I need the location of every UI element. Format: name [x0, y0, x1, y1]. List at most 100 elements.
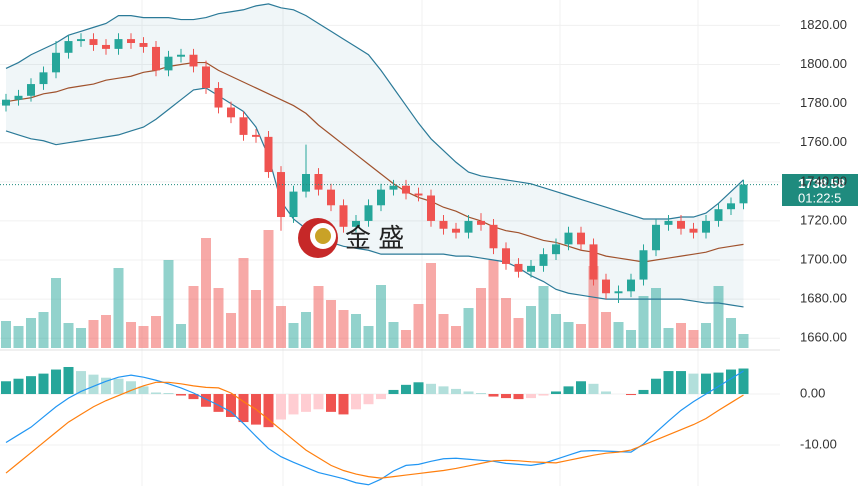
y-tick-label: 1720.00 [800, 212, 847, 227]
band-fill [6, 3, 744, 307]
candle-body [489, 224, 498, 249]
volume-bar [263, 230, 274, 348]
candle-body [689, 228, 698, 233]
histogram-bar [63, 366, 74, 395]
histogram-bar [263, 394, 274, 428]
lower-band [5, 87, 744, 308]
volume-bar [326, 300, 336, 348]
volume-bar [88, 320, 99, 348]
candle-body [389, 185, 398, 190]
histogram-bar [226, 394, 236, 417]
volume-bar [663, 328, 674, 348]
volume-bar [613, 322, 624, 348]
candle-body [177, 54, 185, 57]
histogram-bar [113, 378, 124, 395]
volume-bar [688, 330, 699, 348]
y-tick-label: 1760.00 [800, 134, 847, 149]
histogram-bar [38, 373, 49, 395]
candle-body [477, 220, 485, 225]
candle-body [664, 220, 673, 225]
candle-body [627, 279, 635, 292]
histogram-bar [451, 388, 461, 395]
volume-bar [451, 326, 461, 348]
volume-bar [101, 315, 111, 348]
histogram-bar [651, 378, 661, 395]
histogram-bar [488, 394, 499, 397]
y-tick-label: -10.00 [800, 436, 837, 451]
candle-body [614, 291, 623, 294]
candle-body [189, 54, 198, 67]
volume-bar [563, 322, 574, 348]
volume-bar [76, 328, 86, 348]
histogram-bar [576, 381, 586, 395]
volume-bar [376, 285, 386, 348]
candle-body [727, 203, 735, 210]
candle-body [552, 244, 560, 255]
last-price-box [782, 174, 858, 206]
histogram-bar [138, 386, 149, 395]
candle-body [639, 250, 648, 280]
candle-body [227, 107, 235, 118]
volume-bar [126, 322, 136, 348]
histogram-bar [338, 394, 349, 415]
volume-bar [313, 286, 324, 348]
volume-bar [201, 238, 211, 348]
histogram-bar [288, 394, 299, 415]
volume-bar [463, 308, 474, 348]
histogram-bar [401, 384, 411, 395]
volume-bar [576, 324, 586, 348]
volume-bar [713, 286, 724, 348]
histogram-bar [276, 394, 286, 420]
candle-body [352, 220, 360, 227]
histogram-bar [101, 377, 111, 395]
volume-bar [238, 258, 249, 348]
histogram-bar [638, 389, 649, 395]
candle-body [302, 174, 310, 192]
watermark: 金 盛 [298, 218, 404, 258]
y-tick-label: 1780.00 [800, 95, 847, 110]
volume-bar [213, 288, 224, 348]
histogram-bar [526, 394, 536, 399]
candle-body [14, 95, 23, 100]
volume-bar [401, 330, 411, 348]
histogram-bar [426, 383, 436, 395]
volume-bar [288, 323, 299, 348]
volume-bar [163, 260, 174, 348]
histogram-bar [13, 378, 24, 395]
volume-bar [726, 318, 736, 348]
histogram-bar [476, 392, 486, 395]
candle-body [714, 209, 723, 221]
candle-body [414, 193, 423, 196]
volume-bar [38, 312, 49, 348]
upper-band [5, 3, 744, 220]
candle-body [239, 117, 248, 135]
y-tick-label: 1680.00 [800, 291, 847, 306]
candle-body [127, 39, 135, 44]
volume-bar [551, 314, 561, 348]
histogram-bar [726, 369, 736, 395]
volume-bar [301, 312, 311, 348]
volume-bar [363, 326, 374, 348]
volume-bar [251, 290, 261, 348]
candle-body [602, 279, 610, 294]
last-price-label: 1738.58 [798, 176, 845, 191]
candle-body [289, 191, 298, 218]
histogram-bar [163, 392, 174, 395]
candle-body [264, 136, 273, 173]
candle-body [164, 56, 173, 71]
candle-body [102, 44, 110, 49]
volume-bar [488, 260, 499, 348]
candle-body [577, 232, 585, 245]
volume-bar [138, 326, 149, 348]
volume-bar [388, 322, 399, 348]
volume-bar [738, 334, 749, 348]
histogram-bar [176, 394, 186, 396]
candle-body [2, 99, 10, 106]
histogram-bar [676, 371, 686, 395]
candle-body [564, 232, 573, 245]
volume-bar [188, 286, 199, 348]
histogram-bar [588, 383, 599, 395]
volume-bar [226, 313, 236, 348]
candle-body [52, 52, 60, 73]
volume-bar [526, 306, 536, 348]
